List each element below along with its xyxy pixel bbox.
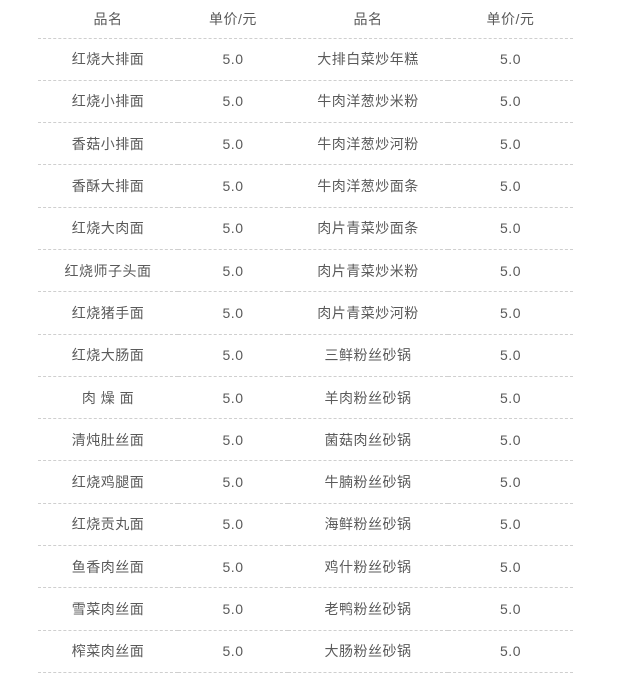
item-price: 5.0: [222, 516, 244, 533]
item-price: 5.0: [222, 558, 244, 575]
item-price: 5.0: [222, 601, 244, 617]
item-name: 红烧大肉面: [71, 220, 145, 237]
table-row: 雪菜肉丝面 5.0 老鸭粉丝砂锅 5.0: [38, 588, 573, 631]
item-price: 5.0: [222, 262, 244, 279]
item-price: 5.0: [222, 220, 244, 237]
item-price: 5.0: [222, 389, 244, 406]
table-row: 香酥大排面 5.0 牛肉洋葱炒面条 5.0: [38, 165, 573, 208]
table-row: 榨菜肉丝面 5.0 大肠粉丝砂锅 5.0: [38, 630, 573, 673]
table-row: 红烧猪手面 5.0 肉片青菜炒河粉 5.0: [38, 292, 573, 335]
item-price: 5.0: [500, 558, 521, 575]
item-price: 5.0: [222, 135, 244, 152]
table-row: 红烧大排面 5.0 大排白菜炒年糕 5.0: [38, 38, 573, 81]
item-name: 香菇小排面: [71, 135, 145, 152]
table-row: 清炖肚丝面 5.0 菌菇肉丝砂锅 5.0: [38, 419, 573, 461]
item-price: 5.0: [500, 516, 521, 533]
item-price: 5.0: [222, 93, 244, 110]
item-name: 肉片青菜炒面条: [317, 220, 419, 237]
item-price: 5.0: [222, 304, 244, 321]
item-price: 5.0: [500, 601, 521, 617]
item-name: 羊肉粉丝砂锅: [324, 389, 412, 406]
item-price: 5.0: [500, 643, 521, 660]
item-price: 5.0: [222, 51, 244, 68]
item-name: 清炖肚丝面: [71, 431, 145, 448]
item-name: 红烧猪手面: [71, 304, 145, 321]
table-row: 红烧师子头面 5.0 肉片青菜炒米粉 5.0: [38, 249, 573, 292]
item-price: 5.0: [500, 304, 521, 321]
table-row: 香菇小排面 5.0 牛肉洋葱炒河粉 5.0: [38, 123, 573, 165]
item-name: 红烧鸡腿面: [71, 474, 145, 491]
item-price: 5.0: [500, 389, 521, 406]
item-name: 雪菜肉丝面: [71, 601, 145, 617]
item-price: 5.0: [500, 178, 521, 195]
item-name: 老鸭粉丝砂锅: [324, 601, 412, 617]
item-price: 5.0: [500, 51, 521, 68]
item-price: 5.0: [500, 93, 521, 110]
table-row: 鱼香肉丝面 5.0 鸡什粉丝砂锅 5.0: [38, 546, 573, 588]
item-name: 大排白菜炒年糕: [317, 51, 419, 68]
item-name: 鸡什粉丝砂锅: [324, 558, 412, 575]
item-name: 肉 燥 面: [81, 389, 135, 406]
header-item-name-left: 品名: [93, 10, 123, 27]
table-row: 红烧鸡腿面 5.0 牛腩粉丝砂锅 5.0: [38, 461, 573, 504]
item-name: 肉片青菜炒米粉: [317, 262, 419, 279]
menu-price-table: 品名 单价/元 品名 单价/元 红烧大排面 5.0 大排白菜炒年糕 5.0 红烧…: [38, 0, 573, 673]
item-name: 菌菇肉丝砂锅: [324, 431, 412, 448]
item-price: 5.0: [222, 347, 244, 364]
table-row: 红烧大肠面 5.0 三鲜粉丝砂锅 5.0: [38, 334, 573, 377]
item-price: 5.0: [500, 431, 521, 448]
item-name: 牛腩粉丝砂锅: [324, 474, 412, 491]
item-name: 牛肉洋葱炒米粉: [317, 93, 419, 110]
item-price: 5.0: [222, 178, 244, 195]
item-name: 大肠粉丝砂锅: [324, 643, 412, 660]
item-name: 海鲜粉丝砂锅: [324, 516, 412, 533]
item-name: 红烧师子头面: [64, 262, 152, 279]
item-price: 5.0: [500, 347, 521, 364]
item-price: 5.0: [222, 474, 244, 491]
item-price: 5.0: [500, 220, 521, 237]
item-name: 红烧小排面: [71, 93, 145, 110]
item-price: 5.0: [222, 643, 244, 660]
header-item-name-right: 品名: [353, 10, 383, 27]
header-unit-price-left: 单价/元: [209, 10, 257, 27]
item-price: 5.0: [500, 474, 521, 491]
item-name: 鱼香肉丝面: [71, 558, 145, 575]
table-row: 红烧贡丸面 5.0 海鲜粉丝砂锅 5.0: [38, 503, 573, 546]
item-name: 三鲜粉丝砂锅: [324, 347, 412, 364]
item-price: 5.0: [222, 431, 244, 448]
item-name: 红烧大排面: [71, 51, 145, 68]
item-name: 香酥大排面: [71, 178, 145, 195]
table-row: 红烧小排面 5.0 牛肉洋葱炒米粉 5.0: [38, 80, 573, 123]
item-name: 红烧贡丸面: [71, 516, 145, 533]
item-name: 牛肉洋葱炒面条: [317, 178, 419, 195]
item-price: 5.0: [500, 135, 521, 152]
item-name: 红烧大肠面: [71, 347, 145, 364]
item-name: 榨菜肉丝面: [71, 643, 145, 660]
item-name: 肉片青菜炒河粉: [317, 304, 419, 321]
header-unit-price-right: 单价/元: [486, 10, 535, 27]
table-row: 红烧大肉面 5.0 肉片青菜炒面条 5.0: [38, 207, 573, 250]
item-name: 牛肉洋葱炒河粉: [317, 135, 419, 152]
table-row: 肉 燥 面 5.0 羊肉粉丝砂锅 5.0: [38, 376, 573, 419]
header-row: 品名 单价/元 品名 单价/元: [38, 0, 573, 38]
item-price: 5.0: [500, 262, 521, 279]
